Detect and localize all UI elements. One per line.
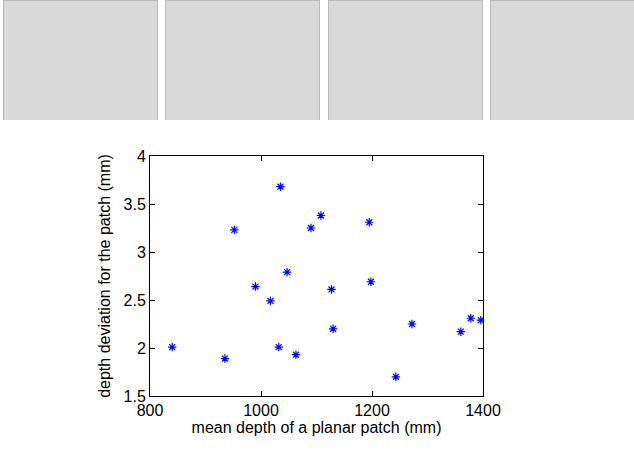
svg-text:1000: 1000	[243, 402, 279, 419]
svg-text:1.5: 1.5	[124, 388, 146, 405]
svg-text:3: 3	[137, 244, 146, 261]
svg-text:1400: 1400	[465, 402, 501, 419]
svg-text:3.5: 3.5	[124, 196, 146, 213]
svg-text:4: 4	[137, 148, 146, 165]
svg-text:2: 2	[137, 340, 146, 357]
svg-text:2.5: 2.5	[124, 292, 146, 309]
svg-text:depth deviation for the patch: depth deviation for the patch (mm)	[96, 154, 113, 398]
svg-text:1200: 1200	[354, 402, 390, 419]
svg-text:mean depth of a planar patch (: mean depth of a planar patch (mm)	[192, 419, 442, 436]
svg-text:800: 800	[137, 402, 164, 419]
